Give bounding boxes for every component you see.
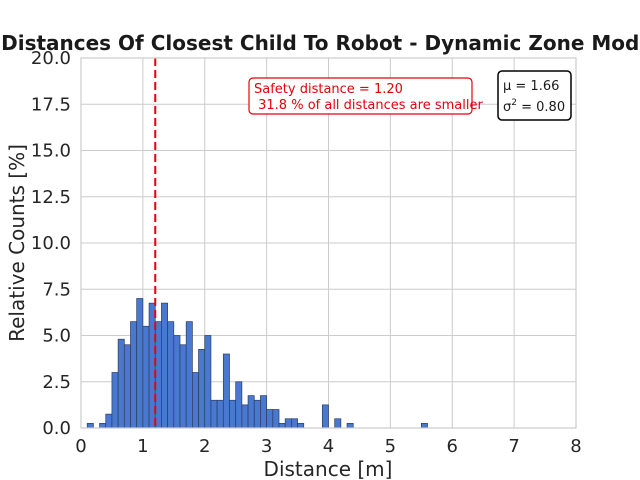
x-tick-label: 4: [323, 436, 334, 457]
histogram-bar: [321, 404, 329, 429]
y-tick-label: 12.5: [31, 187, 71, 208]
y-tick-label: 5.0: [42, 326, 71, 347]
histogram-bar: [86, 423, 94, 429]
histogram-bar: [278, 423, 286, 429]
histogram-bar: [117, 338, 125, 429]
histogram-bar: [253, 399, 261, 429]
histogram-bar: [173, 335, 181, 429]
histogram-bar: [241, 404, 249, 429]
histogram-bar: [284, 418, 292, 429]
x-axis-label: Distance [m]: [264, 457, 393, 480]
histogram-bar: [420, 423, 428, 429]
variance-symbol: σ: [503, 100, 511, 115]
histogram-bar: [291, 418, 298, 429]
histogram-bar: [130, 321, 138, 429]
histogram-bar: [123, 344, 131, 429]
safety-percentage-text: 31.8 % of all distances are smaller: [254, 98, 483, 113]
histogram-bar: [346, 423, 354, 429]
x-tick-label: 6: [447, 436, 458, 457]
x-tick-label: 8: [570, 436, 581, 457]
y-tick-label: 7.5: [42, 279, 71, 300]
histogram-bar: [235, 381, 243, 429]
stats-annotation-box: [497, 70, 572, 121]
histogram-bar: [216, 399, 224, 429]
histogram-bar: [185, 321, 193, 429]
histogram-bar: [334, 418, 342, 429]
x-tick-labels: 0 1 2 3 4 5 6 7 8: [75, 436, 581, 457]
safety-annotation: Safety distance = 1.20 31.8 % of all dis…: [248, 77, 483, 115]
x-tick-label: 5: [385, 436, 396, 457]
histogram-bar: [136, 298, 144, 429]
histogram-bar: [179, 344, 187, 429]
histogram-bar: [222, 353, 230, 429]
x-tick-label: 1: [137, 436, 148, 457]
y-tick-labels: 0.0 2.5 5.0 7.5 10.0 12.5 15.0 17.5 20.0: [31, 48, 71, 439]
y-tick-label: 15.0: [31, 141, 71, 162]
histogram-bar: [161, 302, 168, 429]
histogram-bar: [192, 372, 199, 429]
mean-text: μ = 1.66: [503, 79, 559, 94]
histogram-bar: [229, 399, 237, 429]
histogram-bar: [198, 349, 206, 429]
histogram-bar: [297, 423, 305, 429]
histogram-bar: [210, 399, 218, 429]
y-axis-label: Relative Counts [%]: [5, 144, 29, 342]
histogram-bars: [86, 298, 428, 429]
plot-frame: [80, 57, 577, 429]
histogram-bar: [105, 413, 113, 429]
y-tick-label: 0.0: [42, 418, 71, 439]
y-tick-label: 2.5: [42, 372, 71, 393]
x-tick-label: 7: [508, 436, 519, 457]
variance-superscript: 2: [511, 98, 517, 108]
histogram-bar: [260, 395, 267, 429]
histogram-bar: [111, 372, 119, 429]
y-tick-label: 20.0: [31, 48, 71, 69]
histogram-bar: [204, 335, 212, 429]
y-tick-label: 17.5: [31, 94, 71, 115]
stats-annotation: μ = 1.66 σ2 = 0.80: [497, 70, 572, 121]
histogram-bar: [142, 325, 150, 429]
safety-annotation-box: [248, 77, 473, 115]
histogram-bar: [272, 409, 280, 429]
histogram-bar: [266, 409, 274, 429]
variance-value: = 0.80: [517, 100, 565, 115]
variance-text: σ2 = 0.80: [503, 98, 565, 115]
x-tick-label: 2: [199, 436, 210, 457]
histogram-bar: [99, 423, 107, 429]
safety-distance-text: Safety distance = 1.20: [254, 82, 403, 97]
histogram-bar: [167, 321, 175, 429]
y-tick-label: 10.0: [31, 233, 71, 254]
x-tick-label: 3: [261, 436, 272, 457]
x-tick-label: 0: [75, 436, 86, 457]
histogram-bar: [247, 395, 255, 429]
chart-title: Distances Of Closest Child To Robot - Dy…: [1, 31, 640, 55]
